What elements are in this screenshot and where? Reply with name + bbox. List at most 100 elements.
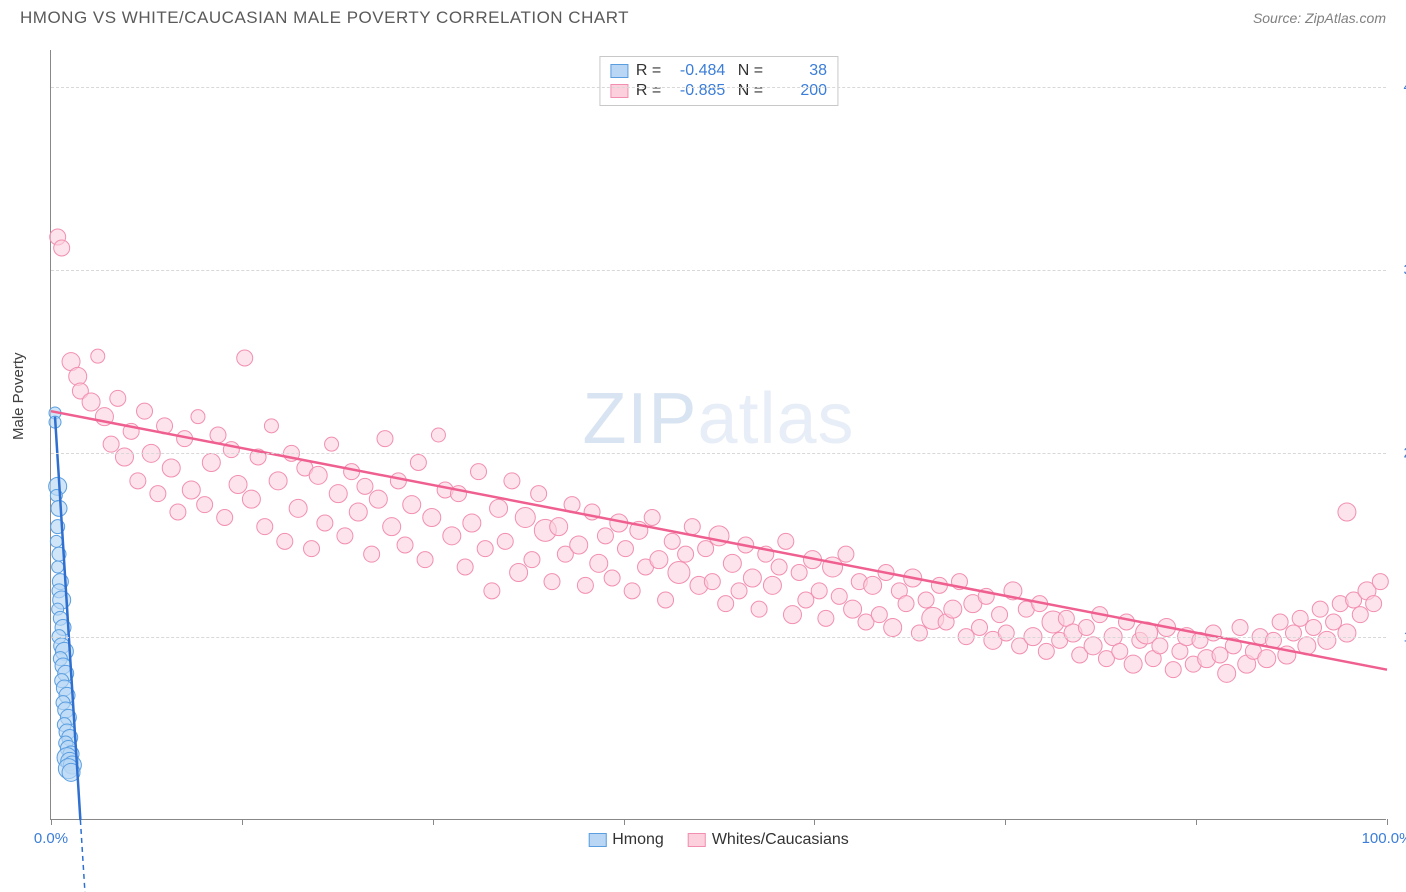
data-point [257, 519, 273, 535]
data-point [457, 559, 473, 575]
data-point [818, 610, 834, 626]
data-point [383, 518, 401, 536]
data-point [417, 552, 433, 568]
data-point [182, 481, 200, 499]
data-point [1084, 637, 1102, 655]
data-point [604, 570, 620, 586]
data-point [403, 496, 421, 514]
data-point [597, 528, 613, 544]
data-point [731, 583, 747, 599]
gridline [51, 270, 1386, 271]
gridline [51, 87, 1386, 88]
data-point [918, 592, 934, 608]
data-point [831, 588, 847, 604]
data-point [1124, 655, 1142, 673]
data-point [871, 607, 887, 623]
data-point [743, 569, 761, 587]
data-point [1078, 620, 1094, 636]
series-legend: Hmong Whites/Caucasians [588, 831, 849, 849]
swatch-icon [588, 833, 606, 847]
gridline [51, 453, 1386, 454]
data-point [658, 592, 674, 608]
data-point [1118, 614, 1134, 630]
data-point [463, 514, 481, 532]
data-point [590, 554, 608, 572]
data-point [1258, 650, 1276, 668]
data-point [170, 504, 186, 520]
data-point [357, 478, 373, 494]
legend-label: Hmong [612, 831, 664, 849]
data-point [162, 459, 180, 477]
data-point [69, 367, 87, 385]
chart-title: HMONG VS WHITE/CAUCASIAN MALE POVERTY CO… [20, 8, 629, 28]
data-point [778, 533, 794, 549]
data-point [644, 510, 660, 526]
data-point [52, 561, 64, 573]
data-point [763, 576, 781, 594]
data-point [1372, 574, 1388, 590]
data-point [1212, 647, 1228, 663]
data-point [844, 600, 862, 618]
x-tick [1387, 819, 1388, 825]
x-tick [1196, 819, 1197, 825]
data-point [684, 519, 700, 535]
data-point [191, 410, 205, 424]
data-point [783, 606, 801, 624]
x-tick [433, 819, 434, 825]
x-tick [51, 819, 52, 825]
data-point [791, 565, 807, 581]
data-point [50, 535, 62, 547]
data-point [624, 583, 640, 599]
data-point [130, 473, 146, 489]
data-point [150, 486, 166, 502]
data-point [898, 596, 914, 612]
legend-item-whites: Whites/Caucasians [688, 831, 849, 849]
data-point [431, 428, 445, 442]
data-point [1165, 662, 1181, 678]
data-point [82, 393, 100, 411]
data-point [477, 541, 493, 557]
data-point [664, 533, 680, 549]
x-tick [242, 819, 243, 825]
data-point [531, 486, 547, 502]
data-point [289, 499, 307, 517]
data-point [497, 533, 513, 549]
data-point [337, 528, 353, 544]
x-tick [624, 819, 625, 825]
data-point [1292, 610, 1308, 626]
data-point [751, 601, 767, 617]
data-point [718, 596, 734, 612]
data-point [1038, 643, 1054, 659]
data-point [269, 472, 287, 490]
data-point [570, 536, 588, 554]
data-point [992, 607, 1008, 623]
data-point [54, 240, 70, 256]
data-point [544, 574, 560, 590]
data-point [698, 541, 714, 557]
data-point [277, 533, 293, 549]
data-point [704, 574, 720, 590]
data-point [798, 592, 814, 608]
data-point [229, 476, 247, 494]
data-point [723, 554, 741, 572]
data-point [1306, 620, 1322, 636]
data-point [423, 509, 441, 527]
data-point [524, 552, 540, 568]
data-point [51, 500, 67, 516]
data-point [210, 427, 226, 443]
data-point [1352, 607, 1368, 623]
data-point [329, 485, 347, 503]
data-point [390, 473, 406, 489]
gridline [51, 637, 1386, 638]
data-point [443, 527, 461, 545]
data-point [410, 455, 426, 471]
data-point [1318, 631, 1336, 649]
data-point [998, 625, 1014, 641]
trend-line [51, 411, 1387, 670]
data-point [349, 503, 367, 521]
data-point [510, 564, 528, 582]
data-point [1218, 664, 1236, 682]
data-point [1272, 614, 1288, 630]
data-point [237, 350, 253, 366]
data-point [91, 349, 105, 363]
